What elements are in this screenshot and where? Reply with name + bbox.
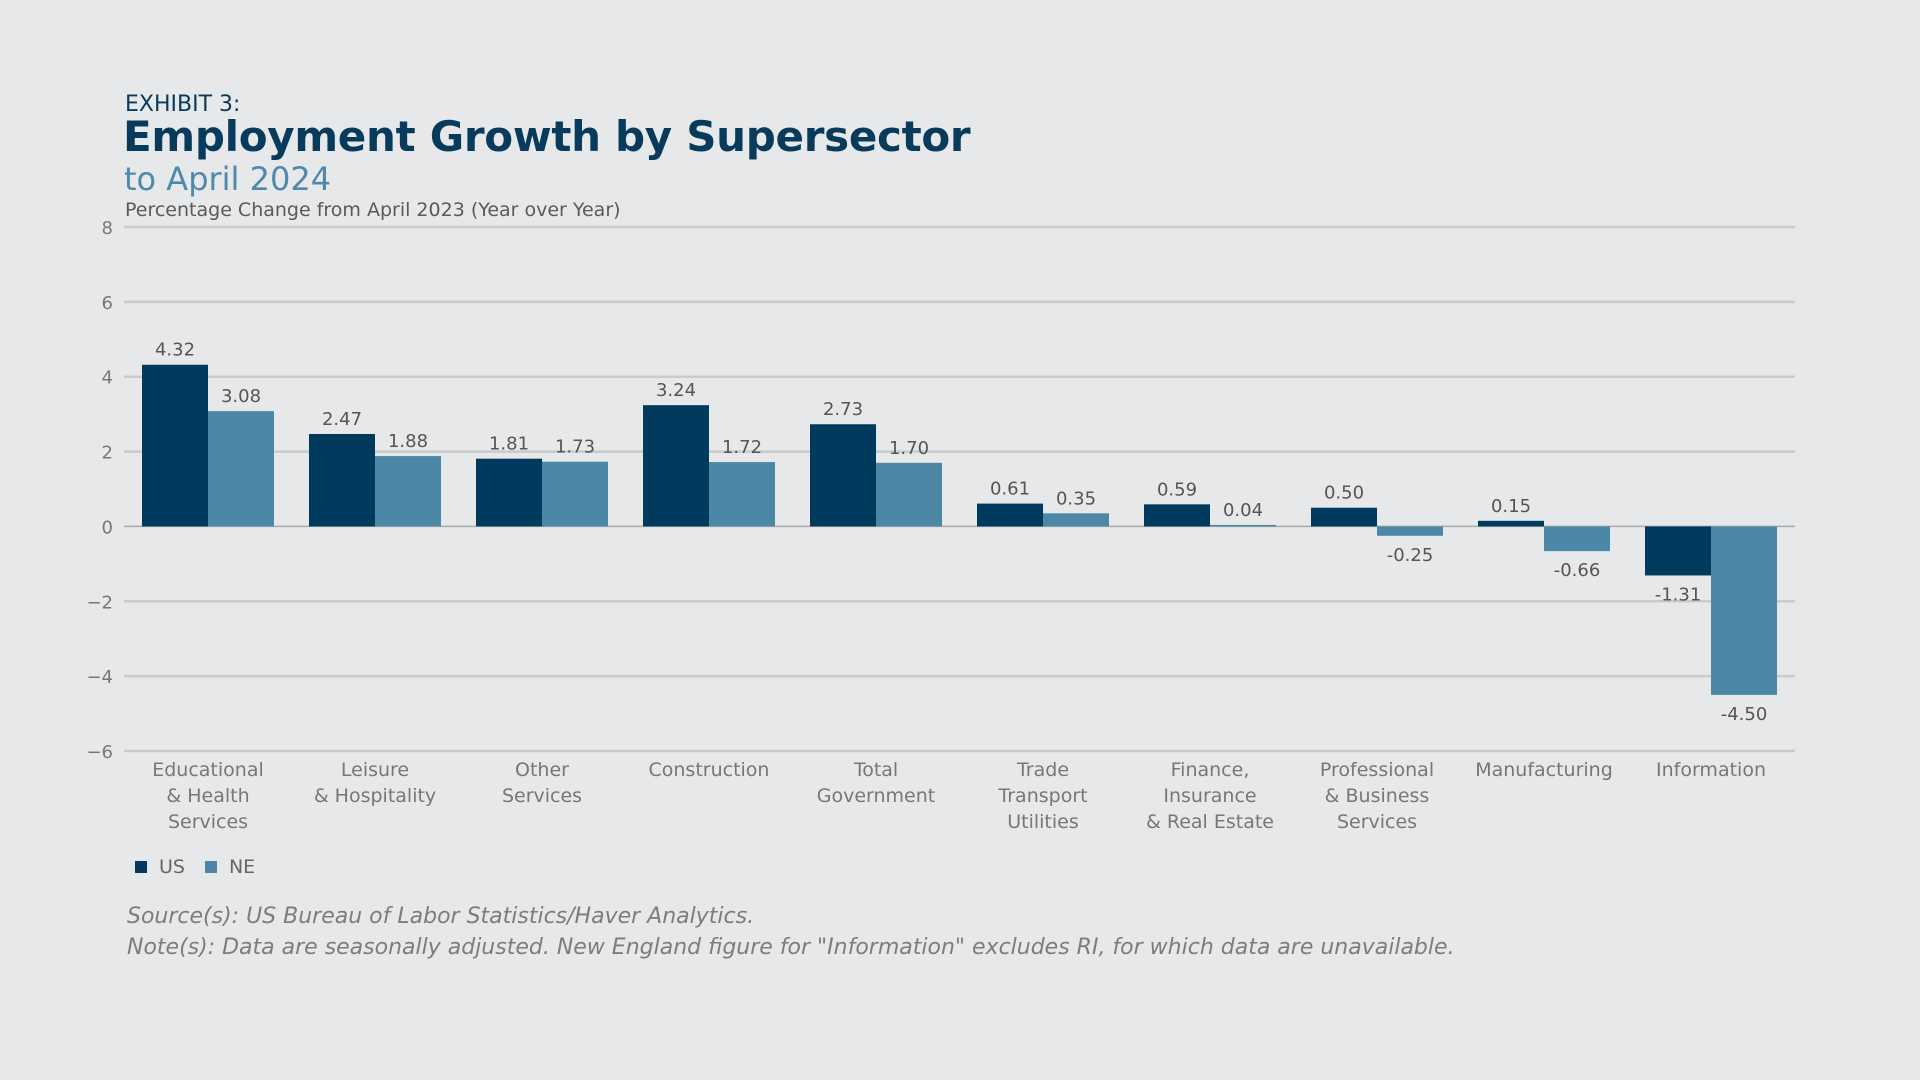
chart-subtitle: to April 2024 — [124, 160, 332, 198]
category-label-line: Trade — [1016, 759, 1069, 781]
category-label: Trade Transport Utilities — [997, 759, 1087, 833]
bar-ne — [709, 462, 775, 527]
data-label-us: 4.32 — [155, 340, 195, 361]
category-label-line: Finance, — [1171, 759, 1250, 781]
bar-us — [1645, 526, 1711, 576]
y-tick-label: 8 — [102, 218, 113, 239]
category-label: Finance, Insurance & Real Estate — [1146, 759, 1274, 833]
source-note: Source(s): US Bureau of Labor Statistics… — [127, 904, 755, 929]
category-label-line: Services — [502, 785, 582, 807]
exhibit-label: EXHIBIT 3: — [125, 92, 241, 117]
category-label-line: Leisure — [341, 759, 409, 781]
data-label-us: 1.81 — [489, 434, 529, 455]
data-label-us: 3.24 — [656, 380, 696, 401]
category-label-line: Transport — [997, 785, 1087, 807]
chart-title: Employment Growth by Supersector — [123, 112, 971, 161]
data-label-ne: 0.04 — [1223, 500, 1263, 521]
bar-us — [810, 424, 876, 527]
bar-us — [142, 364, 208, 527]
bar-us — [309, 433, 375, 527]
bar-us — [643, 405, 709, 527]
data-label-ne: 3.08 — [221, 386, 261, 407]
category-label-line: & Business — [1325, 785, 1430, 807]
bar-us — [1144, 504, 1210, 527]
bar-ne — [542, 461, 608, 527]
bar-us — [977, 503, 1043, 527]
category-label: Information — [1656, 759, 1766, 781]
bar-ne — [1043, 513, 1109, 527]
data-label-us: 0.61 — [990, 479, 1030, 500]
legend: US NE — [135, 856, 275, 878]
category-label-line: Information — [1656, 759, 1766, 781]
category-label-line: & Real Estate — [1146, 811, 1274, 833]
category-label-line: Services — [1337, 811, 1417, 833]
data-label-ne: -0.66 — [1554, 560, 1601, 581]
y-tick-label: 2 — [102, 443, 113, 464]
category-label: Total Government — [817, 759, 936, 807]
bar-ne — [876, 462, 942, 527]
bar-ne — [375, 456, 441, 527]
category-label: Professional & Business Services — [1320, 759, 1434, 833]
category-label-line: Manufacturing — [1475, 759, 1613, 781]
category-label-line: Services — [168, 811, 248, 833]
data-label-ne: 1.72 — [722, 437, 762, 458]
data-label-us: -1.31 — [1655, 584, 1702, 605]
data-label-us: 0.15 — [1491, 496, 1531, 517]
category-label: Construction — [649, 759, 770, 781]
bar-ne — [1711, 526, 1777, 695]
bar-ne — [1544, 526, 1610, 552]
data-label-us: 0.50 — [1324, 483, 1364, 504]
data-label-ne: 0.35 — [1056, 488, 1096, 509]
legend-label-ne: NE — [228, 856, 256, 878]
category-label-line: Insurance — [1163, 785, 1256, 807]
y-axis-label: Percentage Change from April 2023 (Year … — [125, 199, 621, 221]
legend-swatch-us — [135, 861, 147, 873]
category-label-line: Educational — [152, 759, 264, 781]
category-label: Manufacturing — [1475, 759, 1613, 781]
y-tick-label: 6 — [102, 293, 113, 314]
bar-ne — [1377, 526, 1443, 536]
legend-swatch-ne — [204, 861, 217, 873]
y-tick-label: −6 — [86, 742, 113, 763]
category-label-line: Professional — [1320, 759, 1434, 781]
category-label-line: Total — [853, 759, 898, 781]
category-label: Leisure & Hospitality — [314, 759, 436, 807]
data-note: Note(s): Data are seasonally adjusted. N… — [127, 935, 1455, 960]
data-label-ne: -4.50 — [1721, 704, 1768, 725]
bar-ne — [208, 411, 274, 527]
y-tick-label: 0 — [102, 517, 113, 538]
legend-item-us: US — [135, 856, 185, 878]
data-label-us: 0.59 — [1157, 479, 1197, 500]
category-label-line: Government — [817, 785, 936, 807]
category-label: Educational & Health Services — [152, 759, 264, 833]
bar-us — [1311, 507, 1377, 527]
category-label-line: & Hospitality — [314, 785, 436, 807]
data-label-ne: 1.88 — [388, 431, 428, 452]
category-label-line: & Health — [166, 785, 249, 807]
category-label-line: Utilities — [1007, 811, 1079, 833]
data-label-ne: 1.70 — [889, 438, 929, 459]
data-label-ne: -0.25 — [1387, 545, 1434, 566]
category-label-line: Construction — [649, 759, 770, 781]
bar-ne — [1210, 524, 1276, 527]
category-label: Other Services — [502, 759, 582, 807]
data-label-us: 2.73 — [823, 399, 863, 420]
bar-us — [1478, 520, 1544, 527]
legend-label-us: US — [159, 856, 185, 878]
y-tick-label: −4 — [86, 667, 113, 688]
category-label-line: Other — [515, 759, 569, 781]
y-tick-label: 4 — [102, 368, 113, 389]
data-label-ne: 1.73 — [555, 437, 595, 458]
y-tick-label: −2 — [86, 592, 113, 613]
legend-item-ne: NE — [204, 856, 256, 878]
bar-us — [476, 458, 542, 527]
data-label-us: 2.47 — [322, 409, 362, 430]
